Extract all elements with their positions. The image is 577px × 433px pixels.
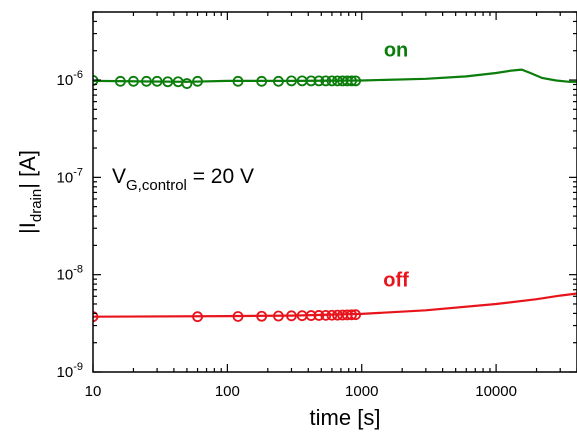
data-point-on [286,75,297,87]
data-point-off [313,310,325,321]
data-point-on [346,75,357,87]
data-point-off [286,310,297,322]
y-tick-label: 10-8 [57,264,83,284]
data-point-on [181,78,193,89]
data-point-on [128,75,139,87]
data-point-on [326,75,338,87]
data-point-on [305,75,317,87]
y-axis-title-sub: drain [28,189,45,222]
series-line-on [93,68,577,83]
series-label-on: on [384,39,408,61]
data-point-on [141,75,152,87]
data-point-off [320,309,332,321]
data-point-on [162,76,174,88]
x-axis-title: time [s] [310,405,381,430]
annotation-pre: V [112,165,126,188]
gate-voltage-annotation: VG,control = 20 V [112,165,254,194]
labels-layer: 10 100 1000 10000 10-9 10-8 10-7 10-6 on off [57,39,517,400]
annotation-post: = 20 V [187,165,254,188]
data-point-off [305,310,317,321]
data-point-on [232,75,244,87]
data-point-off [93,311,99,323]
series-label-off: off [383,269,409,291]
data-point-off [346,309,357,321]
x-tick-label: 10 [85,383,102,400]
data-point-on [313,75,325,87]
y-tick-label: 10-6 [57,69,83,89]
x-tick-label: 100 [215,383,240,400]
data-point-off [192,311,203,323]
ticks-layer [92,11,577,373]
series-layer [93,68,577,323]
data-point-on [151,75,163,87]
y-axis-title-post: | [A] [15,150,40,189]
data-point-on [192,75,203,87]
data-point-off [350,309,361,321]
data-point-off [326,309,338,321]
series-line-off [93,292,577,318]
y-tick-label: 10-9 [57,361,83,381]
y-axis-title-pre: |I [15,222,40,234]
data-point-off [273,310,284,322]
data-point-off [256,310,268,322]
data-point-on [320,75,332,87]
data-point-on [256,75,268,87]
annotation-sub: G,control [126,177,187,194]
data-point-on [350,75,361,87]
data-point-on [273,75,284,87]
x-tick-label: 1000 [345,383,378,400]
data-point-off [232,311,244,322]
y-tick-label: 10-7 [57,166,83,186]
data-point-on [115,75,126,87]
x-tick-label: 10000 [475,383,517,400]
y-axis-title: |Idrain| [A] [15,150,45,234]
